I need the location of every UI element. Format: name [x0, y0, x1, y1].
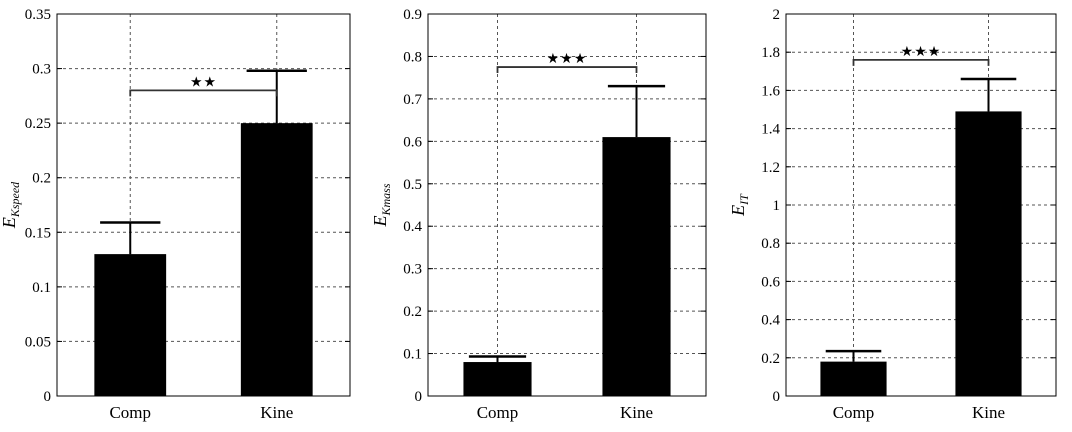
y-axis-label: EIT	[728, 193, 751, 217]
bar-comp	[463, 362, 532, 396]
y-tick-label: 0.3	[403, 262, 422, 278]
y-tick-label: 0	[773, 389, 781, 405]
y-tick-label: 0.2	[32, 171, 51, 187]
y-tick-label: 1.6	[761, 83, 780, 99]
y-tick-label: 0.1	[32, 280, 51, 296]
y-tick-label: 0.8	[403, 49, 422, 65]
significance-label: ★★	[190, 75, 217, 90]
y-axis-label: EKmass	[370, 183, 393, 227]
chart-panel-3: ★★★ 0 0.2 0.4 0.6 0.8 1 1.2 1.4 1.6 1.8 2 Comp Kine EI…	[728, 7, 1057, 422]
x-tick-label-kine: Kine	[972, 403, 1005, 422]
x-tick-label-kine: Kine	[620, 403, 653, 422]
y-tick-label: 0.35	[25, 7, 51, 23]
y-axis-label-subscript: Kspeed	[8, 181, 22, 218]
y-tick-label: 2	[773, 7, 781, 23]
y-tick-label: 1.2	[761, 160, 780, 176]
axes-frame	[56, 13, 351, 397]
axes-frame	[427, 13, 707, 397]
bar-kine	[602, 137, 671, 397]
y-tick-label: 1	[773, 198, 781, 214]
bar-comp	[820, 361, 887, 396]
y-tick-label: 0.3	[32, 62, 51, 78]
x-tick-label-comp: Comp	[833, 403, 875, 422]
chart-panel-2: ★★★ 0 0.1 0.2 0.3 0.4 0.5 0.6 0.7 0.8 0.9 Comp Kine E…	[370, 7, 707, 422]
y-tick-label: 0	[415, 389, 423, 405]
significance-label: ★★★	[547, 52, 588, 67]
x-tick-label-comp: Comp	[477, 403, 519, 422]
y-tick-label: 0.1	[403, 347, 422, 363]
y-tick-label: 0.4	[761, 313, 780, 329]
y-tick-label: 0.15	[25, 225, 51, 241]
y-tick-label: 0.2	[761, 351, 780, 367]
y-tick-label: 0.4	[403, 219, 422, 235]
y-tick-label: 1.4	[761, 122, 780, 138]
y-axis-label-subscript: Kmass	[379, 183, 393, 216]
y-tick-label: 0.05	[25, 334, 51, 350]
significance-bracket	[496, 66, 638, 74]
y-axis-label-subscript: IT	[737, 193, 751, 206]
y-axis-label-main: E	[728, 205, 748, 217]
chart-panel-1: ★★ 0 0.05 0.1 0.15 0.2 0.25 0.3 0.35 Comp Kine EKsp…	[0, 7, 351, 422]
y-tick-label: 0.5	[403, 177, 422, 193]
significance-label: ★★★	[901, 45, 942, 60]
y-tick-label: 0.8	[761, 236, 780, 252]
bar-comp	[94, 254, 167, 396]
significance-bracket	[129, 89, 278, 97]
y-axis-label-main: E	[0, 217, 19, 229]
y-tick-label: 0.25	[25, 116, 51, 132]
y-tick-label: 0.2	[403, 304, 422, 320]
x-tick-label-kine: Kine	[260, 403, 293, 422]
y-axis-label: EKspeed	[0, 181, 22, 229]
bar-kine	[955, 111, 1022, 396]
y-tick-label: 0.6	[403, 134, 422, 150]
y-tick-label: 0	[44, 389, 52, 405]
y-tick-label: 0.6	[761, 274, 780, 290]
y-tick-label: 0.9	[403, 7, 422, 23]
y-tick-label: 1.8	[761, 45, 780, 61]
y-tick-label: 0.7	[403, 92, 422, 108]
y-axis-label-main: E	[370, 216, 390, 228]
significance-bracket	[852, 58, 990, 66]
x-tick-label-comp: Comp	[109, 403, 151, 422]
bar-kine	[240, 123, 313, 397]
